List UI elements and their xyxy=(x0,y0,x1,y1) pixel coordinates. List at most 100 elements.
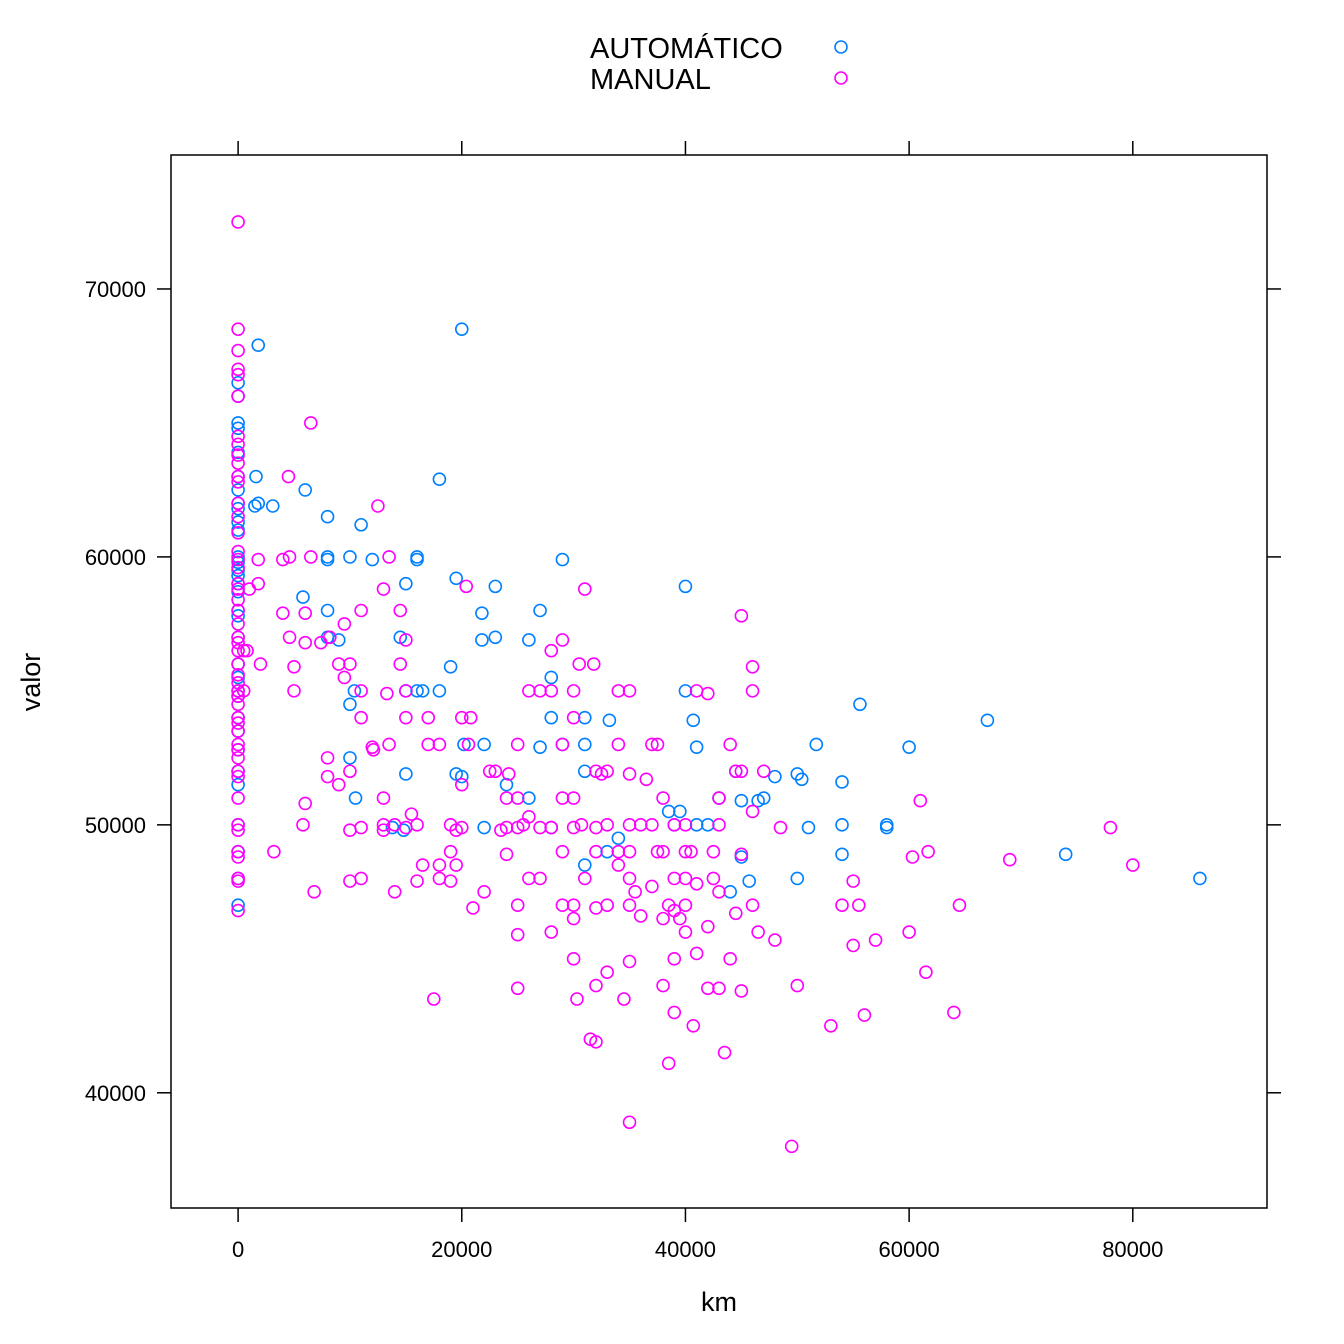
data-point-automatico xyxy=(673,804,687,819)
data-point-manual xyxy=(589,820,603,835)
data-point-automatico xyxy=(432,684,447,698)
data-point-manual xyxy=(577,871,592,886)
data-point-automatico xyxy=(577,764,592,779)
data-point-manual xyxy=(231,437,245,452)
data-point-manual xyxy=(902,925,916,939)
data-point-automatico xyxy=(249,469,263,484)
data-point-manual xyxy=(533,820,547,835)
data-point-manual xyxy=(231,576,245,591)
data-point-manual xyxy=(343,657,357,671)
data-point-manual xyxy=(510,981,525,996)
data-point-manual xyxy=(622,844,637,859)
data-point-manual xyxy=(566,898,581,913)
data-point-automatico xyxy=(488,579,503,594)
data-point-automatico xyxy=(577,737,592,752)
data-point-manual xyxy=(231,684,245,698)
data-point-automatico xyxy=(410,550,424,564)
data-point-manual xyxy=(706,871,721,886)
data-point-automatico xyxy=(347,684,362,698)
data-point-manual xyxy=(499,791,514,805)
data-point-manual xyxy=(380,686,394,701)
data-point-manual xyxy=(410,818,424,832)
data-point-manual xyxy=(404,807,419,821)
data-point-manual xyxy=(611,844,626,859)
data-point-manual xyxy=(566,791,581,805)
data-point-manual xyxy=(399,633,413,647)
data-point-manual xyxy=(376,823,391,838)
data-point-manual xyxy=(667,871,682,886)
data-point-automatico xyxy=(296,590,310,604)
data-point-manual xyxy=(673,911,687,926)
data-point-manual xyxy=(678,925,693,939)
data-point-manual xyxy=(734,847,749,862)
data-point-automatico xyxy=(522,791,536,805)
data-point-manual xyxy=(466,901,480,915)
data-point-automatico xyxy=(499,777,514,792)
data-point-automatico xyxy=(454,769,469,784)
data-point-manual xyxy=(298,606,313,620)
data-point-automatico xyxy=(331,633,346,647)
data-point-manual xyxy=(645,737,659,752)
data-point-manual xyxy=(231,643,245,658)
x-axis: 0 20000 40000 60000 80000 xyxy=(232,141,1163,1262)
data-point-automatico xyxy=(790,871,805,886)
data-point-manual xyxy=(768,933,782,947)
data-point-manual xyxy=(566,952,581,966)
data-point-manual xyxy=(678,898,693,913)
data-point-manual xyxy=(298,635,313,650)
data-point-manual xyxy=(432,737,447,752)
data-point-automatico xyxy=(768,769,782,784)
data-point-manual xyxy=(566,710,581,725)
data-point-manual xyxy=(773,820,788,835)
data-point-automatico xyxy=(600,844,614,859)
data-point-manual xyxy=(522,684,536,698)
data-point-manual xyxy=(712,791,726,805)
data-point-manual xyxy=(701,686,715,701)
data-point-manual xyxy=(689,684,704,698)
data-point-automatico xyxy=(320,550,335,564)
data-point-manual xyxy=(267,844,281,859)
data-point-manual xyxy=(443,844,458,859)
data-point-manual xyxy=(868,933,883,947)
data-point-manual xyxy=(723,952,737,966)
data-point-automatico xyxy=(980,713,995,728)
data-point-manual xyxy=(231,469,245,484)
data-point-manual xyxy=(371,499,385,513)
data-point-manual xyxy=(745,804,760,819)
data-point-automatico xyxy=(801,820,816,835)
data-point-manual xyxy=(661,1056,676,1071)
data-point-manual xyxy=(382,737,396,752)
data-point-automatico xyxy=(689,818,704,832)
data-point-manual xyxy=(231,903,245,918)
data-point-manual xyxy=(499,847,514,862)
data-point-manual xyxy=(282,630,297,645)
data-point-manual xyxy=(533,871,547,886)
data-point-manual xyxy=(622,871,637,886)
data-point-manual xyxy=(454,820,469,835)
data-point-manual xyxy=(622,818,637,832)
data-point-manual xyxy=(790,978,805,993)
legend-marker-automatico xyxy=(834,40,848,54)
data-point-manual xyxy=(566,820,581,835)
data-point-automatico xyxy=(488,630,503,645)
data-point-manual xyxy=(231,389,245,403)
data-point-manual xyxy=(354,710,368,725)
data-point-manual xyxy=(555,898,570,913)
data-point-automatico xyxy=(298,483,313,497)
data-point-manual xyxy=(633,818,648,832)
data-point-manual xyxy=(231,429,245,444)
data-point-manual xyxy=(231,871,245,886)
data-point-automatico xyxy=(477,820,491,835)
data-point-automatico xyxy=(678,579,693,594)
data-point-automatico xyxy=(231,501,245,516)
x-axis-title: km xyxy=(701,1287,737,1317)
data-point-manual xyxy=(354,820,368,835)
data-point-manual xyxy=(231,818,245,832)
data-points xyxy=(231,215,1207,1154)
data-point-manual xyxy=(633,909,648,923)
data-point-automatico xyxy=(477,737,491,752)
data-point-automatico xyxy=(354,517,368,532)
data-point-manual xyxy=(678,844,693,859)
data-point-manual xyxy=(544,684,559,698)
data-point-manual xyxy=(482,764,497,779)
